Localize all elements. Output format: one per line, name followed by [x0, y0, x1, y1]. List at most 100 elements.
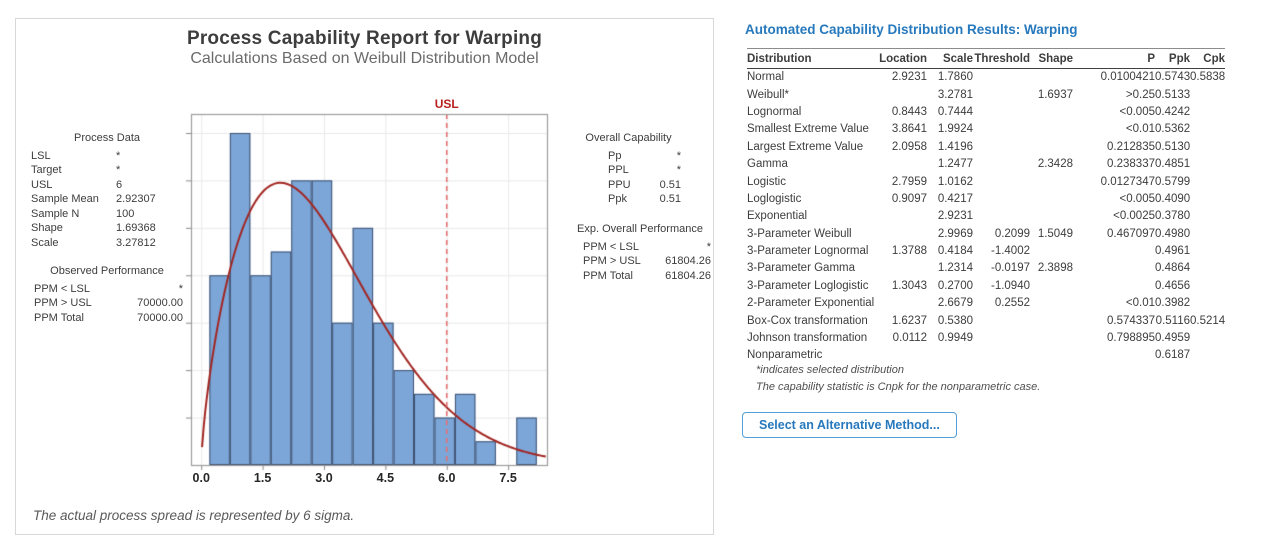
table-row: 3-Parameter Gamma 1.2314 -0.0197 2.3898 0.48… — [747, 260, 1225, 277]
table-cell: 0.574337 — [1107, 314, 1155, 327]
table-cell — [973, 329, 1030, 346]
stat-value: 61804.26 — [665, 269, 711, 282]
table-cell — [1030, 69, 1073, 86]
column-header: Distribution — [747, 48, 877, 69]
stat-label: PPM > USL — [34, 297, 92, 309]
table-cell: 0.2552 — [994, 297, 1030, 310]
table-cell — [1073, 242, 1155, 259]
table-cell — [877, 155, 927, 172]
table-row: Largest Extreme Value 2.0958 1.4196 0.21283… — [747, 138, 1225, 155]
stat-label: PPM Total — [34, 311, 84, 324]
stat-label: PPM Total — [583, 269, 633, 282]
table-cell — [1190, 225, 1225, 242]
table-cell: 0.5133 — [1155, 88, 1191, 101]
table-row: Logistic 2.7959 1.0162 0.0127347 0.5799 — [747, 173, 1225, 190]
table-cell: 0.4184 — [937, 245, 973, 258]
table-cell: 0.9949 — [937, 332, 973, 345]
table-cell: 1.2477 — [937, 158, 973, 171]
observed-performance-block: Observed Performance PPM < LSL*PPM > USL… — [31, 264, 183, 325]
exp-overall-performance-block: Exp. Overall Performance PPM < LSL * PPM >… — [569, 222, 711, 283]
table-cell: 0.4864 — [1155, 262, 1191, 275]
table-cell: <0.01 — [1125, 297, 1155, 310]
table-header-row: Distribution Location Scale Threshold Shape P… — [747, 48, 1225, 69]
stat-value: 100 — [116, 207, 135, 220]
table-cell: 0.6187 — [1155, 349, 1191, 362]
table-cell: 0.0100421 — [1100, 71, 1155, 84]
table-cell — [1030, 242, 1073, 259]
table-cell: 1.5049 — [1037, 227, 1073, 240]
table-footnotes: *indicates selected distribution The capa… — [756, 362, 1040, 395]
column-header: Scale — [927, 48, 973, 69]
table-cell — [1190, 347, 1225, 364]
stat-label: PPU — [608, 178, 631, 191]
table-cell: 0.5799 — [1155, 175, 1191, 188]
stat-value: * — [676, 164, 681, 176]
table-cell: 0.5743 — [1155, 71, 1191, 84]
stat-row: PPM Total 70000.00 — [31, 311, 183, 326]
stat-row: PPM < LSL * — [569, 240, 711, 255]
overall-capability-header: Overall Capability — [585, 132, 672, 144]
stat-row: Sample N 100 — [31, 207, 183, 222]
stat-label: Target — [31, 164, 62, 176]
table-cell: 2.0958 — [891, 140, 927, 153]
results-title: Automated Capability Distribution Result… — [745, 22, 1078, 37]
table-cell: 3-Parameter Lognormal — [747, 245, 869, 258]
table-cell: >0.25 — [1125, 88, 1155, 101]
table-cell: Largest Extreme Value — [747, 140, 864, 153]
table-cell — [1190, 295, 1225, 312]
table-cell: 0.5130 — [1155, 140, 1191, 153]
table-cell — [1030, 312, 1073, 329]
table-cell: <0.0025 — [1113, 210, 1155, 223]
stat-value: 70000.00 — [137, 311, 183, 324]
observed-performance-header: Observed Performance — [50, 265, 164, 277]
table-cell — [973, 155, 1030, 172]
table-cell: 0.238337 — [1107, 158, 1155, 171]
table-cell — [1030, 295, 1073, 312]
table-cell: Lognormal — [747, 105, 802, 118]
stat-row: Target * — [31, 163, 183, 178]
select-alternative-method-button[interactable]: Select an Alternative Method... — [742, 412, 957, 438]
footnote-line: The capability statistic is Cnpk for the… — [756, 380, 1041, 393]
table-cell: 1.3043 — [891, 279, 927, 292]
table-cell: 0.2700 — [937, 279, 973, 292]
stat-value: * — [116, 164, 121, 176]
table-cell: 0.3780 — [1155, 210, 1191, 223]
stat-label: Pp — [608, 149, 622, 162]
table-cell: 0.4242 — [1155, 105, 1191, 118]
table-cell: 0.5214 — [1190, 314, 1226, 327]
x-tick-label: 6.0 — [438, 471, 456, 485]
stat-value: 70000.00 — [137, 297, 183, 309]
footnote-line: *indicates selected distribution — [756, 364, 904, 376]
stat-value: 61804.26 — [665, 255, 711, 267]
stat-value: 0.51 — [659, 193, 681, 205]
column-header: Location — [877, 48, 927, 69]
table-cell: 0.3982 — [1155, 297, 1191, 310]
table-cell: 0.0127347 — [1100, 175, 1155, 188]
stat-label: Sample N — [31, 207, 80, 220]
table-cell: 1.0162 — [937, 175, 973, 188]
stat-label: Ppk — [608, 193, 627, 205]
table-cell: 0.8443 — [891, 105, 927, 118]
table-cell — [1190, 242, 1225, 259]
table-row: Smallest Extreme Value 3.8641 1.9924 <0.01 0… — [747, 121, 1225, 138]
table-cell — [973, 103, 1030, 120]
table-cell: Johnson transformation — [747, 332, 868, 345]
capability-histogram-chart — [176, 107, 568, 491]
table-cell: 0.212835 — [1107, 140, 1155, 153]
table-cell — [1190, 260, 1225, 277]
table-row: Box-Cox transformation 1.6237 0.5380 0.5743… — [747, 312, 1225, 329]
table-cell: <0.005 — [1119, 192, 1156, 205]
table-cell — [877, 260, 927, 277]
table-cell: Logistic — [747, 175, 786, 188]
stat-value: 2.92307 — [116, 193, 156, 205]
table-cell — [1190, 103, 1225, 120]
table-cell: 1.4196 — [937, 140, 973, 153]
report-subtitle: Calculations Based on Weibull Distributi… — [190, 50, 539, 67]
stat-row: PPM Total 61804.26 — [569, 269, 711, 284]
stat-value: 0.51 — [659, 178, 681, 191]
stat-row: Shape 1.69368 — [31, 221, 183, 236]
table-row: Gamma 1.2477 2.3428 0.238337 0.4851 — [747, 155, 1225, 172]
column-header: Threshold — [973, 48, 1030, 69]
x-tick-label: 3.0 — [315, 471, 333, 485]
column-header: Cpk — [1190, 48, 1225, 69]
